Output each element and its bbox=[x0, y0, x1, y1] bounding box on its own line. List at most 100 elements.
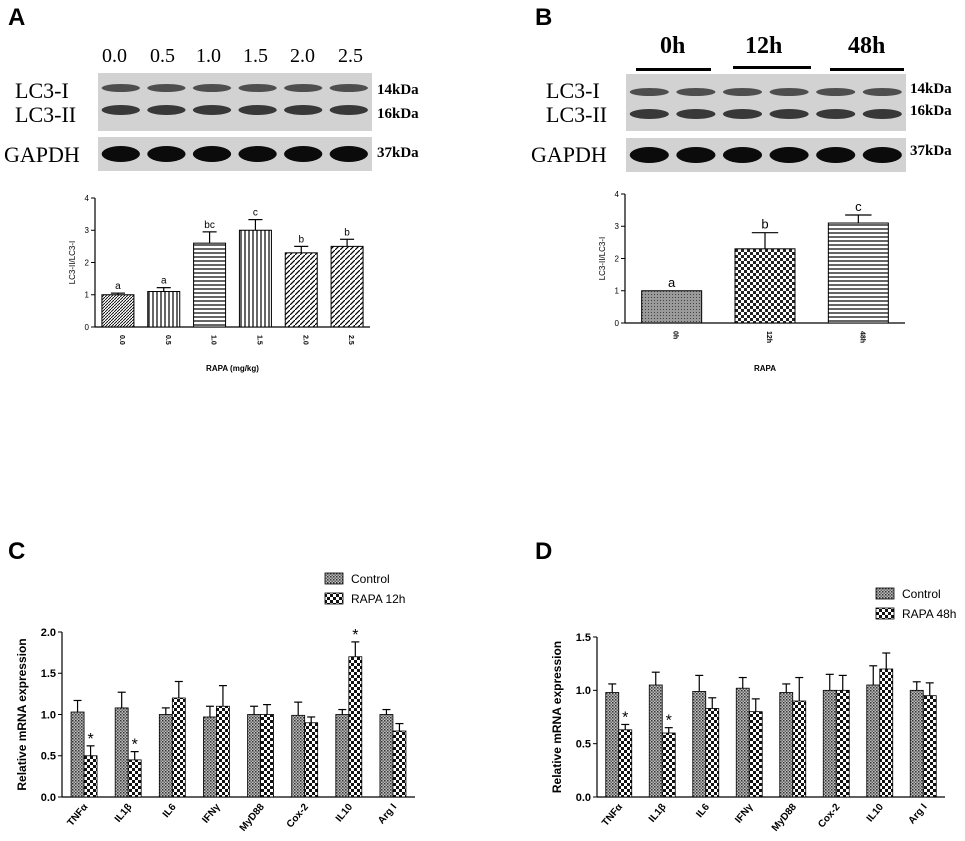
bar bbox=[735, 687, 750, 798]
blot-band bbox=[769, 109, 809, 119]
bar bbox=[692, 691, 707, 798]
legend-label: Control bbox=[902, 587, 941, 601]
bar bbox=[379, 714, 394, 798]
blot-band bbox=[862, 109, 902, 119]
blot-band bbox=[101, 84, 140, 92]
dose-label: 2.0 bbox=[290, 45, 315, 67]
bar bbox=[734, 248, 796, 324]
kda-37-label: 37kDa bbox=[910, 143, 952, 159]
blot-band bbox=[816, 109, 856, 119]
blot-band bbox=[238, 146, 277, 162]
blot-band bbox=[769, 147, 809, 163]
gapdh-label: GAPDH bbox=[4, 142, 80, 167]
x-tick-label: IL6 bbox=[694, 802, 712, 820]
significance-letter: c bbox=[855, 199, 862, 214]
bar bbox=[618, 729, 633, 798]
time-label: 48h bbox=[848, 33, 886, 59]
x-tick-label: IL10 bbox=[865, 802, 887, 825]
bar bbox=[392, 730, 407, 798]
kda-16-label: 16kDa bbox=[910, 103, 952, 119]
bar bbox=[705, 708, 720, 798]
lc3-blot-strip bbox=[98, 73, 372, 131]
time-label: 12h bbox=[745, 33, 783, 59]
blot-band bbox=[101, 105, 140, 115]
blot-band bbox=[816, 88, 856, 96]
x-tick-label: MyD88 bbox=[238, 802, 267, 834]
significance-letter: a bbox=[668, 275, 676, 290]
x-tick-label: 12h bbox=[765, 331, 772, 343]
bar bbox=[779, 692, 794, 798]
y-tick-label: 0.0 bbox=[576, 792, 591, 804]
legend-label: RAPA 48h bbox=[902, 607, 956, 621]
significance-letter: b bbox=[298, 234, 304, 245]
blot-band bbox=[192, 84, 232, 92]
time-label: 0h bbox=[660, 33, 686, 59]
significance-letter: b bbox=[761, 217, 768, 232]
blot-band bbox=[192, 146, 232, 162]
significance-star: * bbox=[666, 713, 672, 730]
kda-37-label: 37kDa bbox=[377, 145, 419, 161]
legend-swatch bbox=[875, 607, 895, 620]
y-tick-label: 0.5 bbox=[41, 751, 56, 763]
significance-letter: c bbox=[253, 208, 258, 219]
y-tick-label: 2 bbox=[85, 258, 90, 267]
blot-band bbox=[676, 147, 716, 163]
bar bbox=[147, 291, 181, 328]
y-axis-label: Relative mRNA expression bbox=[15, 638, 29, 790]
lc3-i-label: LC3-I bbox=[546, 78, 600, 103]
x-tick-label: 2.0 bbox=[301, 335, 308, 345]
legend-swatch bbox=[324, 592, 344, 605]
significance-letter: a bbox=[161, 276, 167, 287]
y-tick-label: 0.5 bbox=[576, 739, 591, 751]
x-tick-label: Arg I bbox=[906, 802, 929, 827]
bar bbox=[203, 716, 217, 798]
y-tick-label: 0 bbox=[85, 323, 90, 332]
panel-letter-d: D bbox=[535, 538, 553, 565]
blot-band bbox=[629, 147, 669, 163]
bar bbox=[216, 705, 230, 798]
blot-band bbox=[816, 147, 856, 163]
x-tick-label: TNFα bbox=[600, 801, 625, 828]
x-tick-label: 0h bbox=[672, 331, 679, 339]
blot-band bbox=[329, 84, 368, 92]
bar bbox=[247, 714, 261, 798]
bar bbox=[605, 692, 620, 798]
lc3-i-label: LC3-I bbox=[15, 78, 69, 103]
bar bbox=[909, 689, 924, 798]
bar bbox=[922, 695, 937, 798]
bar bbox=[348, 656, 363, 798]
y-tick-label: 1 bbox=[85, 291, 90, 300]
bar bbox=[641, 290, 703, 324]
dose-label: 0.0 bbox=[102, 45, 127, 67]
y-tick-label: 4 bbox=[615, 190, 620, 199]
blot-band bbox=[722, 147, 763, 163]
y-tick-label: 3 bbox=[85, 226, 90, 235]
x-tick-label: IFNγ bbox=[200, 802, 223, 826]
time-bracket-line bbox=[733, 66, 811, 69]
blot-band bbox=[238, 84, 277, 92]
x-tick-label: Cox-2 bbox=[816, 802, 843, 831]
gapdh-blot-strip bbox=[626, 138, 906, 172]
bar bbox=[330, 245, 364, 328]
blot-band bbox=[722, 88, 763, 96]
y-axis-label: LC3-II/LC3-I bbox=[598, 237, 607, 281]
blot-band bbox=[676, 88, 716, 96]
kda-14-label: 14kDa bbox=[377, 82, 419, 98]
y-axis-label: LC3-II/LC3-I bbox=[68, 241, 77, 285]
y-tick-label: 1.5 bbox=[41, 668, 56, 680]
dose-label: 1.5 bbox=[243, 45, 268, 67]
blot-band bbox=[147, 146, 186, 162]
blot-band bbox=[329, 146, 368, 162]
bar bbox=[866, 684, 881, 798]
blot-band bbox=[769, 88, 809, 96]
x-tick-label: 48h bbox=[858, 331, 865, 343]
y-tick-label: 2 bbox=[615, 254, 620, 263]
kda-14-label: 14kDa bbox=[910, 81, 952, 97]
x-tick-label: Cox-2 bbox=[285, 802, 312, 831]
legend-label: Control bbox=[351, 572, 390, 586]
dose-label: 1.0 bbox=[196, 45, 221, 67]
bar bbox=[822, 689, 837, 798]
chart-panel-a: 0 1 2 3 4 LC3-II/LC3-I a 0.0 a 0.5 bc 1.0 c 1.5 b 2.0 b 2… bbox=[68, 194, 370, 373]
y-tick-label: 2.0 bbox=[41, 627, 56, 639]
